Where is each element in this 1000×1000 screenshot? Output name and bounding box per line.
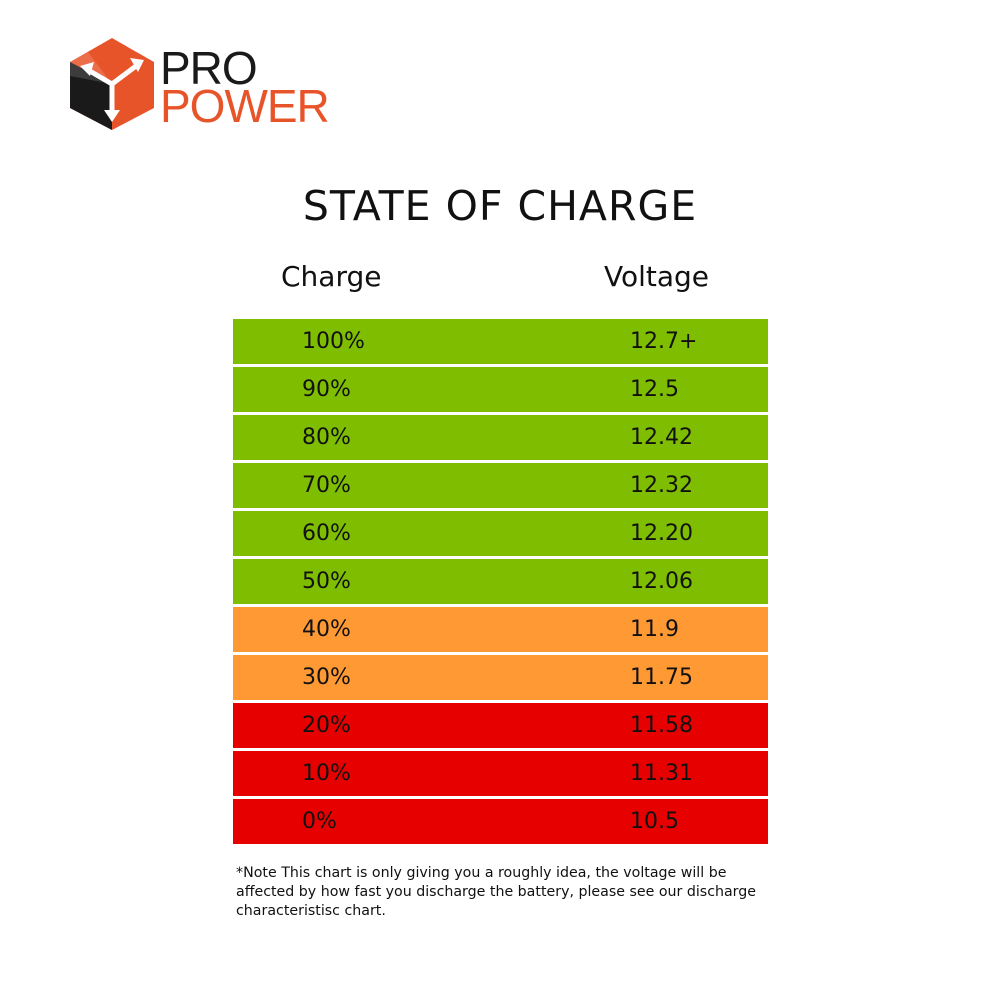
column-header-charge: Charge [281, 260, 382, 293]
charge-cell: 50% [302, 569, 351, 594]
chart-title: STATE OF CHARGE [302, 182, 698, 230]
hexagon-arrows-icon [70, 38, 154, 130]
voltage-cell: 12.20 [630, 521, 693, 546]
charge-cell: 40% [302, 617, 351, 642]
voltage-cell: 10.5 [630, 809, 679, 834]
voltage-cell: 12.06 [630, 569, 693, 594]
footnote: *Note This chart is only giving you a ro… [236, 865, 756, 919]
voltage-cell: 11.58 [630, 713, 693, 738]
table-row: 90% 12.5 [233, 367, 768, 412]
table-row: 10% 11.31 [233, 751, 768, 796]
charge-cell: 60% [302, 521, 351, 546]
charge-cell: 0% [302, 809, 337, 834]
charge-cell: 90% [302, 377, 351, 402]
voltage-cell: 11.31 [630, 761, 693, 786]
table-row: 0% 10.5 [233, 799, 768, 844]
table-row: 70% 12.32 [233, 463, 768, 508]
table-row: 80% 12.42 [233, 415, 768, 460]
charge-cell: 20% [302, 713, 351, 738]
voltage-cell: 12.5 [630, 377, 679, 402]
voltage-cell: 11.9 [630, 617, 679, 642]
table-row: 100% 12.7+ [233, 319, 768, 364]
charge-cell: 30% [302, 665, 351, 690]
state-of-charge-table: 100% 12.7+ 90% 12.5 80% 12.42 70% 12.32 60% 12.20… [233, 319, 768, 847]
logo-text-pro: PRO [160, 42, 258, 94]
voltage-cell: 11.75 [630, 665, 693, 690]
voltage-cell: 12.42 [630, 425, 693, 450]
table-row: 40% 11.9 [233, 607, 768, 652]
table-row: 50% 12.06 [233, 559, 768, 604]
charge-cell: 10% [302, 761, 351, 786]
pro-power-logo: PRO POWER [66, 36, 376, 132]
charge-cell: 100% [302, 329, 365, 354]
charge-cell: 80% [302, 425, 351, 450]
voltage-cell: 12.7+ [630, 329, 698, 354]
logo-text-power: POWER [160, 80, 330, 132]
voltage-cell: 12.32 [630, 473, 693, 498]
table-row: 60% 12.20 [233, 511, 768, 556]
charge-cell: 70% [302, 473, 351, 498]
table-row: 20% 11.58 [233, 703, 768, 748]
table-row: 30% 11.75 [233, 655, 768, 700]
column-header-voltage: Voltage [604, 260, 710, 293]
